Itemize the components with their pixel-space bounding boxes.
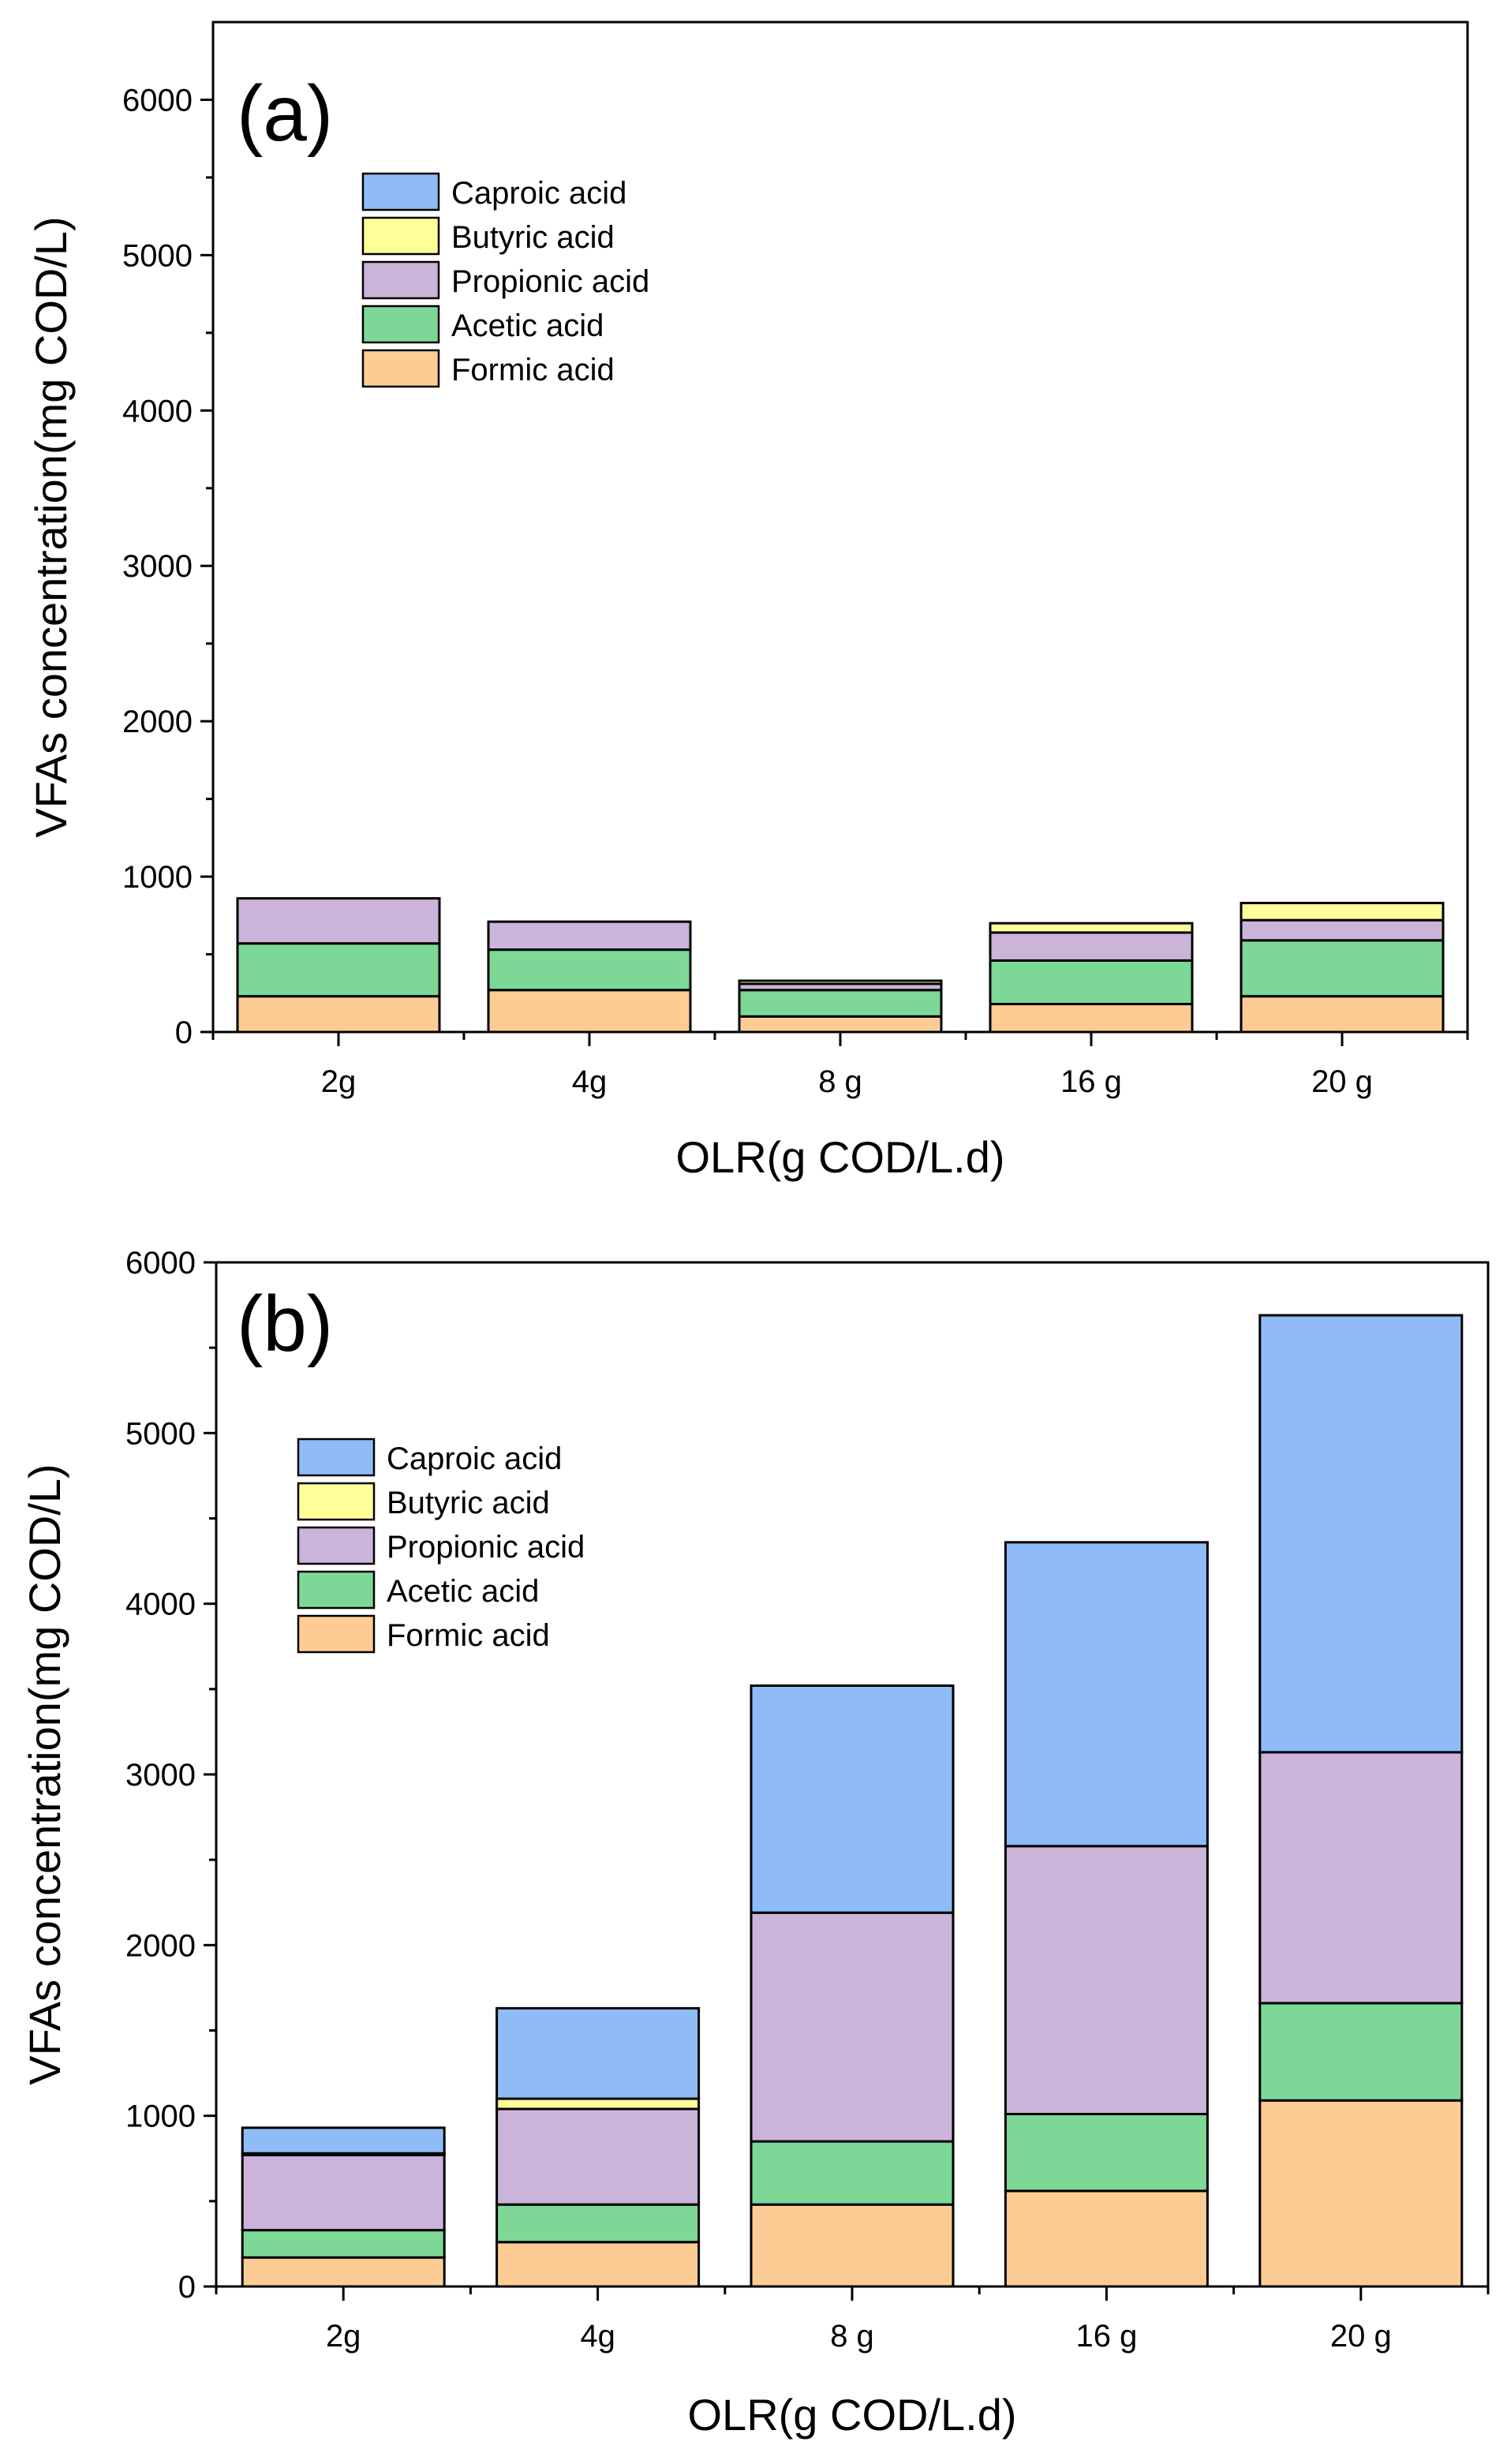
legend-swatch-acetic-acid (361, 305, 440, 344)
bar-caproic-acid-3 (1004, 1541, 1209, 1848)
bar-formic-acid-0 (236, 995, 441, 1034)
panel-label: (a) (237, 69, 333, 158)
x-tick-label: 20 g (1311, 1064, 1373, 1099)
y-tick-label: 5000 (122, 238, 193, 273)
x-axis-title: OLR(g COD/L.d) (688, 2390, 1017, 2440)
bar-formic-acid-3 (989, 1003, 1194, 1034)
bar-formic-acid-1 (487, 989, 692, 1034)
y-tick-label: 2000 (125, 1928, 196, 1963)
legend-swatch-butyric-acid (361, 216, 440, 256)
bar-propionic-acid-0 (236, 897, 441, 945)
x-axis-title: OLR(g COD/L.d) (676, 1132, 1005, 1182)
legend-label: Butyric acid (387, 1486, 550, 1520)
bar-propionic-acid-1 (487, 920, 692, 952)
chart-a: 0 1000 2000 3000 4000 5000 6000 2g 4g 8 g 16 g 20 g… (26, 21, 1469, 1182)
legend-label: Caproic acid (387, 1441, 562, 1476)
legend-label: Propionic acid (387, 1530, 585, 1565)
legend-swatch-propionic-acid (297, 1526, 376, 1565)
x-tick-label: 4g (572, 1064, 608, 1099)
bar-butyric-acid-1 (495, 2097, 701, 2111)
legend-label: Caproic acid (451, 176, 626, 211)
x-tick-label: 16 g (1060, 1064, 1122, 1099)
legend-swatch-propionic-acid (361, 260, 440, 300)
bar-formic-acid-2 (750, 2203, 955, 2288)
bar-caproic-acid-4 (1258, 1314, 1464, 1754)
y-tick-label: 1000 (122, 860, 193, 895)
legend-label: Propionic acid (451, 264, 649, 299)
bar-formic-acid-4 (1258, 2099, 1464, 2288)
bar-formic-acid-4 (1240, 995, 1445, 1034)
bar-formic-acid-2 (738, 1015, 943, 1034)
bar-acetic-acid-2 (738, 989, 943, 1018)
bar-formic-acid-3 (1004, 2189, 1209, 2288)
y-axis-title: VFAs concentration(mg COD/L) (26, 216, 76, 837)
x-tick-label: 20 g (1330, 2319, 1392, 2354)
legend-label: Acetic acid (451, 308, 604, 343)
bar-caproic-acid-2 (750, 1684, 955, 1914)
bar-acetic-acid-0 (241, 2229, 446, 2259)
legend-swatch-caproic-acid (361, 172, 440, 211)
legend-swatch-butyric-acid (297, 1482, 376, 1521)
bar-propionic-acid-4 (1258, 1751, 1464, 2005)
legend-swatch-caproic-acid (297, 1438, 376, 1477)
bar-acetic-acid-1 (487, 948, 692, 992)
bar-caproic-acid-0 (241, 2126, 446, 2155)
bar-propionic-acid-3 (1004, 1845, 1209, 2116)
bar-acetic-acid-2 (750, 2140, 955, 2206)
y-tick-label: 3000 (125, 1758, 196, 1793)
y-tick-label: 2000 (122, 705, 193, 739)
panel-label: (b) (237, 1280, 333, 1368)
bar-formic-acid-1 (495, 2241, 701, 2288)
bar-butyric-acid-4 (1240, 902, 1445, 922)
x-tick-label: 4g (580, 2319, 615, 2354)
bar-propionic-acid-0 (241, 2153, 446, 2232)
bar-formic-acid-0 (241, 2256, 446, 2288)
bar-acetic-acid-1 (495, 2203, 701, 2244)
bar-acetic-acid-4 (1258, 2002, 1464, 2102)
x-tick-label: 2g (321, 1064, 357, 1099)
y-tick-label: 4000 (122, 394, 193, 428)
bar-butyric-acid-3 (989, 922, 1194, 934)
legend-label: Formic acid (451, 353, 615, 387)
legend-label: Acetic acid (387, 1574, 539, 1609)
chart-b: 0 1000 2000 3000 4000 5000 6000 2g 4g 8 g 16 g 20 g… (20, 1246, 1490, 2440)
bar-acetic-acid-3 (989, 959, 1194, 1006)
legend-label: Formic acid (387, 1618, 550, 1653)
bar-propionic-acid-3 (989, 931, 1194, 962)
bar-butyric-acid-2 (738, 979, 943, 985)
x-tick-label: 8 g (830, 2319, 874, 2354)
y-axis-title: VFAs concentration(mg COD/L) (20, 1464, 69, 2084)
y-tick-label: 6000 (125, 1246, 196, 1281)
bar-acetic-acid-3 (1004, 2113, 1209, 2193)
y-tick-label: 4000 (125, 1587, 196, 1622)
bar-propionic-acid-4 (1240, 918, 1445, 942)
legend-swatch-formic-acid (297, 1614, 376, 1654)
y-tick-label: 5000 (125, 1416, 196, 1451)
bar-propionic-acid-1 (495, 2107, 701, 2206)
legend-swatch-acetic-acid (297, 1570, 376, 1610)
y-tick-label: 6000 (122, 83, 193, 118)
legend-swatch-formic-acid (361, 349, 440, 388)
x-tick-label: 2g (326, 2319, 361, 2354)
x-tick-label: 16 g (1075, 2319, 1137, 2354)
legend-label: Butyric acid (451, 220, 615, 255)
bar-propionic-acid-2 (750, 1911, 955, 2143)
y-tick-label: 0 (178, 2270, 196, 2305)
bar-caproic-acid-1 (495, 2006, 701, 2100)
y-tick-label: 1000 (125, 2099, 196, 2134)
y-tick-label: 3000 (122, 549, 193, 584)
y-tick-label: 0 (175, 1015, 193, 1050)
bar-acetic-acid-0 (236, 942, 441, 998)
bar-acetic-acid-4 (1240, 939, 1445, 998)
x-tick-label: 8 g (818, 1064, 862, 1099)
